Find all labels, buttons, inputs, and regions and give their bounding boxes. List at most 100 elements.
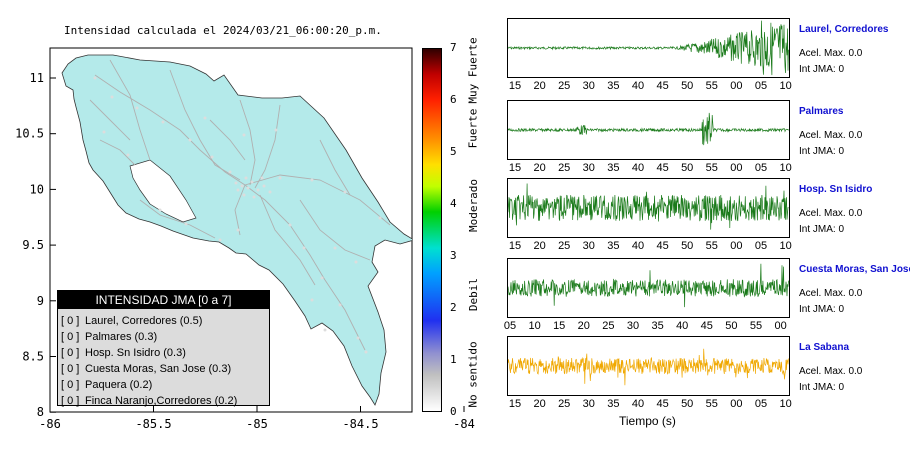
time-tick-label: 50 — [681, 162, 694, 174]
legend-header: INTENSIDAD JMA [0 a 7] — [58, 291, 269, 309]
waveform-line — [508, 20, 789, 76]
time-tick-label: 30 — [582, 80, 595, 92]
seismogram-panel — [507, 258, 790, 318]
x-tick-label: -85 — [246, 417, 268, 431]
time-tick-label: 20 — [533, 80, 546, 92]
time-tick-label: 15 — [553, 320, 566, 332]
road-network — [89, 59, 391, 351]
colorbar-tick-label: 6 — [450, 93, 457, 106]
waveform-line — [508, 263, 789, 308]
time-tick-label: 05 — [754, 398, 768, 410]
colorbar-category-label: Moderado — [466, 178, 480, 232]
time-tick-label: 40 — [631, 398, 645, 410]
legend-row-flag: [ 0 ] — [61, 395, 80, 407]
station-name: Laurel, Corredores — [799, 24, 889, 35]
colorbar-tick-label: 3 — [450, 249, 457, 262]
time-tick-label: 45 — [656, 80, 669, 92]
station-max-acceleration: Acel. Max. 0.0 — [799, 208, 863, 219]
station-jma-intensity: Int JMA: 0 — [799, 224, 845, 235]
time-tick-label: 55 — [705, 240, 718, 252]
legend-row-text: Paquera (0.2) — [85, 379, 153, 391]
time-tick-label: 20 — [533, 398, 546, 410]
time-tick-label: 20 — [533, 162, 546, 174]
time-tick-row: 15 20 25 30 35 40 45 50 55 00 05 10 — [507, 162, 792, 176]
seismogram-trace — [508, 263, 789, 308]
legend-row-text: Finca Naranjo,Corredores (0.2) — [85, 395, 238, 407]
legend-row-text: Palmares (0.3) — [85, 331, 158, 343]
y-tick-label: 10 — [30, 182, 44, 196]
time-tick-label: 10 — [779, 80, 792, 92]
colorbar-category-label: Fuerte — [466, 108, 480, 148]
y-tick-label: 11 — [30, 71, 44, 85]
legend-row: [ 0 ] Finca Naranjo,Corredores (0.2) — [58, 393, 269, 409]
time-tick-label: 00 — [730, 80, 743, 92]
y-tick-label: 8.5 — [22, 350, 44, 364]
time-tick-label: 50 — [681, 80, 694, 92]
intensity-colorbar — [422, 48, 442, 412]
legend-row: [ 0 ] Palmares (0.3) — [58, 329, 269, 345]
station-jma-intensity: Int JMA: 0 — [799, 146, 845, 157]
time-tick-label: 00 — [730, 240, 743, 252]
time-tick-label: 35 — [607, 240, 620, 252]
legend-row-flag: [ 0 ] — [61, 331, 80, 343]
time-tick-label: 10 — [779, 162, 792, 174]
station-max-acceleration: Acel. Max. 0.0 — [799, 366, 863, 377]
y-tick-label: 9.5 — [22, 238, 44, 252]
time-tick-label: 20 — [533, 240, 546, 252]
station-name: La Sabana — [799, 342, 850, 353]
map-title: Intensidad calculada el 2024/03/21_06:00… — [64, 24, 382, 37]
time-tick-label: 55 — [705, 162, 718, 174]
time-tick-label: 30 — [582, 162, 595, 174]
legend-row-flag: [ 0 ] — [61, 315, 80, 327]
x-tick-label: -84 — [453, 417, 475, 431]
legend-row-flag: [ 0 ] — [61, 379, 80, 391]
station-jma-intensity: Int JMA: 0 — [799, 64, 845, 75]
time-axis-label: Tiempo (s) — [619, 414, 676, 428]
station-max-acceleration: Acel. Max. 0.0 — [799, 288, 863, 299]
time-tick-label: 25 — [558, 398, 571, 410]
y-tick-label: 8 — [37, 405, 44, 419]
waveform-line — [508, 112, 789, 146]
seismogram-panel — [507, 100, 790, 160]
waveform-line — [508, 183, 789, 230]
legend-row: [ 0 ] Hosp. Sn Isidro (0.3) — [58, 345, 269, 361]
time-tick-label: 40 — [631, 80, 645, 92]
time-tick-label: 35 — [651, 320, 664, 332]
station-max-acceleration: Acel. Max. 0.0 — [799, 48, 863, 59]
time-tick-label: 35 — [607, 398, 620, 410]
time-tick-label: 05 — [503, 320, 517, 332]
time-tick-row: 15 20 25 30 35 40 45 50 55 00 05 10 — [507, 80, 792, 94]
seismogram-trace — [508, 20, 789, 76]
legend-row: [ 0 ] Laurel, Corredores (0.5) — [58, 313, 269, 329]
time-tick-label: 00 — [730, 162, 743, 174]
station-name: Palmares — [799, 106, 844, 117]
x-tick-label: -86 — [39, 417, 61, 431]
time-tick-label: 05 — [754, 162, 768, 174]
y-tick-label: 10.5 — [15, 127, 44, 141]
time-tick-label: 45 — [700, 320, 713, 332]
time-tick-label: 50 — [681, 398, 694, 410]
time-tick-label: 05 — [754, 80, 768, 92]
colorbar-tick-label: 0 — [450, 405, 457, 418]
station-name: Cuesta Moras, San Jose — [799, 264, 910, 275]
time-tick-label: 45 — [656, 240, 669, 252]
time-tick-label: 35 — [607, 162, 620, 174]
time-tick-label: 10 — [528, 320, 541, 332]
legend-rows: [ 0 ] Laurel, Corredores (0.5) [ 0 ] Palmar… — [58, 309, 269, 409]
station-name: Hosp. Sn Isidro — [799, 184, 873, 195]
seismogram-panel — [507, 18, 790, 78]
time-tick-row: 05 10 15 20 25 30 35 40 45 50 55 00 — [503, 320, 790, 334]
map-axes: -86-85.5-85-84.5-84-83.5-831110.5109.598… — [15, 71, 475, 431]
gulf-of-nicoya — [129, 159, 197, 223]
seismogram-trace — [508, 112, 789, 146]
station-jma-intensity: Int JMA: 0 — [799, 382, 845, 393]
colorbar-tick-label: 1 — [450, 353, 457, 366]
time-tick-label: 55 — [749, 320, 763, 332]
station-max-acceleration: Acel. Max. 0.0 — [799, 130, 863, 141]
colorbar-category-label: No sentido — [466, 340, 480, 408]
time-tick-label: 40 — [676, 320, 689, 332]
time-tick-label: 55 — [705, 398, 718, 410]
time-tick-label: 30 — [582, 240, 595, 252]
time-tick-label: 15 — [508, 80, 522, 92]
colorbar-tick-label: 4 — [450, 197, 457, 210]
